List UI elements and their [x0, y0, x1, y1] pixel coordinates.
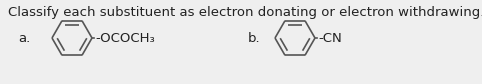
Text: Classify each substituent as electron donating or electron withdrawing.: Classify each substituent as electron do…	[8, 6, 482, 19]
Text: a.: a.	[18, 32, 30, 45]
Text: b.: b.	[248, 32, 261, 45]
Text: -OCOCH₃: -OCOCH₃	[95, 32, 155, 45]
Text: -CN: -CN	[318, 32, 342, 45]
